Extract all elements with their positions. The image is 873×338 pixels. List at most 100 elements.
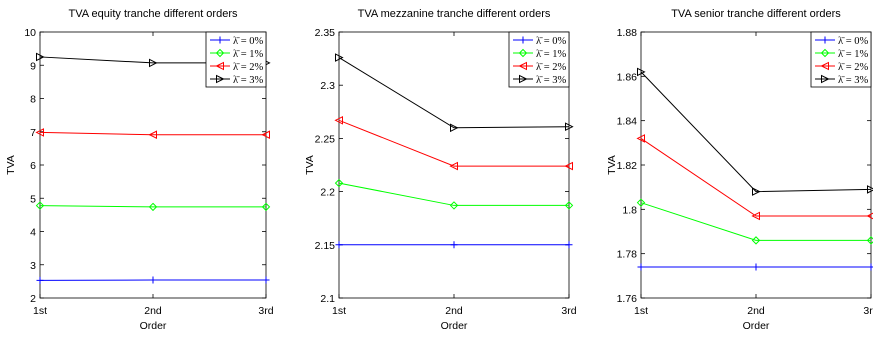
data-point bbox=[637, 263, 645, 271]
legend-label: λ̄ = 1% bbox=[838, 49, 869, 60]
legend-label: λ̄ = 0% bbox=[838, 36, 869, 47]
data-point bbox=[866, 212, 873, 220]
data-point bbox=[261, 202, 271, 212]
y-tick-label: 9 bbox=[30, 60, 36, 72]
legend-label: λ̄ = 0% bbox=[536, 36, 567, 47]
y-tick-label: 5 bbox=[30, 193, 36, 205]
legend-swatch-marker bbox=[821, 36, 829, 44]
data-point bbox=[636, 134, 645, 143]
y-tick-label: 1.88 bbox=[617, 27, 638, 39]
series-line bbox=[338, 119, 569, 167]
x-tick-label: 1st bbox=[634, 305, 648, 317]
series-lambda-2-pct bbox=[636, 134, 873, 221]
legend-swatch-marker bbox=[215, 48, 225, 58]
legend-label: λ̄ = 2% bbox=[536, 62, 567, 73]
data-point bbox=[637, 67, 646, 77]
data-point bbox=[35, 128, 44, 137]
y-tick-label: 2.1 bbox=[320, 293, 335, 305]
data-point bbox=[751, 236, 761, 245]
charts-group: TVA equity tranche different orders 2 3 4 5 6… bbox=[5, 8, 873, 332]
data-point bbox=[36, 276, 44, 284]
x-tick-label: 3rd bbox=[863, 305, 873, 317]
chart-title: TVA senior tranche different orders bbox=[671, 8, 841, 20]
y-axis-label: TVA bbox=[5, 155, 17, 175]
data-point bbox=[35, 201, 45, 210]
chart-legend: λ̄ = 0% λ̄ = 1% λ̄ = 2% λ̄ = 3% bbox=[810, 31, 872, 88]
data-point bbox=[261, 130, 270, 140]
series-lambda-2-pct bbox=[35, 128, 270, 140]
data-point bbox=[565, 122, 574, 132]
y-tick-label: 4 bbox=[30, 227, 36, 239]
data-point bbox=[564, 161, 573, 171]
x-axis-label: Order bbox=[441, 320, 468, 332]
chart-title: TVA equity tranche different orders bbox=[69, 8, 238, 20]
legend-label: λ̄ = 0% bbox=[233, 36, 264, 47]
legend-swatch-marker bbox=[216, 36, 224, 44]
data-point bbox=[148, 130, 157, 140]
y-tick-label: 3 bbox=[30, 260, 36, 272]
x-tick-label: 2nd bbox=[747, 305, 765, 317]
y-axis-label: TVA bbox=[304, 155, 316, 175]
x-tick-label: 3rd bbox=[561, 305, 576, 317]
legend-swatch-marker bbox=[820, 61, 829, 71]
series-line bbox=[39, 131, 266, 136]
data-point bbox=[149, 276, 157, 284]
series-line bbox=[640, 71, 872, 193]
legend-label: λ̄ = 1% bbox=[536, 49, 567, 60]
y-axis-label: TVA bbox=[606, 155, 618, 175]
x-tick-label: 1st bbox=[332, 305, 346, 317]
legend-label: λ̄ = 1% bbox=[233, 49, 264, 60]
series-line bbox=[338, 182, 569, 206]
data-point bbox=[565, 241, 573, 249]
legend-swatch-marker bbox=[215, 61, 224, 71]
data-point bbox=[335, 53, 344, 62]
data-point bbox=[36, 52, 45, 62]
data-point bbox=[449, 161, 458, 171]
y-tick-label: 6 bbox=[30, 160, 36, 172]
y-tick-label: 1.82 bbox=[617, 160, 638, 172]
series-lambda-1-pct bbox=[636, 198, 873, 245]
y-tick-label: 1.78 bbox=[617, 249, 638, 261]
data-point bbox=[149, 58, 158, 68]
y-tick-label: 2.2 bbox=[320, 187, 335, 199]
legend-swatch-marker bbox=[519, 36, 527, 44]
data-point bbox=[636, 198, 646, 207]
legend-label: λ̄ = 3% bbox=[838, 75, 869, 86]
data-point bbox=[867, 263, 873, 271]
legend-swatch-marker bbox=[216, 74, 225, 84]
series-lambda-0-pct bbox=[637, 263, 873, 271]
y-tick-label: 7 bbox=[30, 127, 36, 139]
y-tick-label: 1.86 bbox=[617, 71, 638, 83]
series-lambda-0-pct bbox=[335, 241, 573, 249]
data-point bbox=[564, 201, 574, 210]
data-point bbox=[752, 187, 761, 196]
chart-panel-2: TVA mezzanine tranche different orders 2.… bbox=[304, 8, 577, 332]
x-tick-label: 2nd bbox=[144, 305, 162, 317]
data-point bbox=[752, 263, 760, 271]
chart-panel-3: TVA senior tranche different orders1.761… bbox=[606, 8, 873, 332]
legend-label: λ̄ = 2% bbox=[233, 62, 264, 73]
series-line bbox=[640, 137, 871, 217]
series-lambda-1-pct bbox=[35, 201, 271, 212]
data-point bbox=[867, 185, 873, 194]
data-point bbox=[148, 202, 158, 212]
data-point bbox=[751, 211, 760, 221]
y-tick-label: 10 bbox=[24, 27, 36, 39]
legend-label: λ̄ = 3% bbox=[233, 75, 264, 86]
data-point bbox=[334, 178, 344, 188]
data-point bbox=[449, 201, 459, 210]
legend-swatch-marker bbox=[821, 74, 830, 84]
series-line bbox=[640, 202, 871, 241]
chart-panel-1: TVA equity tranche different orders 2 3 4 5 6… bbox=[5, 8, 274, 332]
y-tick-label: 2.3 bbox=[320, 80, 335, 92]
y-tick-label: 8 bbox=[30, 94, 36, 106]
data-point bbox=[334, 116, 343, 125]
data-point bbox=[262, 276, 270, 284]
y-tick-label: 2.15 bbox=[315, 240, 336, 252]
y-tick-label: 1.8 bbox=[622, 204, 637, 216]
series-line bbox=[39, 205, 266, 208]
series-lambda-0-pct bbox=[36, 276, 270, 284]
x-tick-label: 3rd bbox=[258, 305, 273, 317]
legend-swatch-marker bbox=[518, 61, 527, 71]
legend-label: λ̄ = 2% bbox=[838, 62, 869, 73]
